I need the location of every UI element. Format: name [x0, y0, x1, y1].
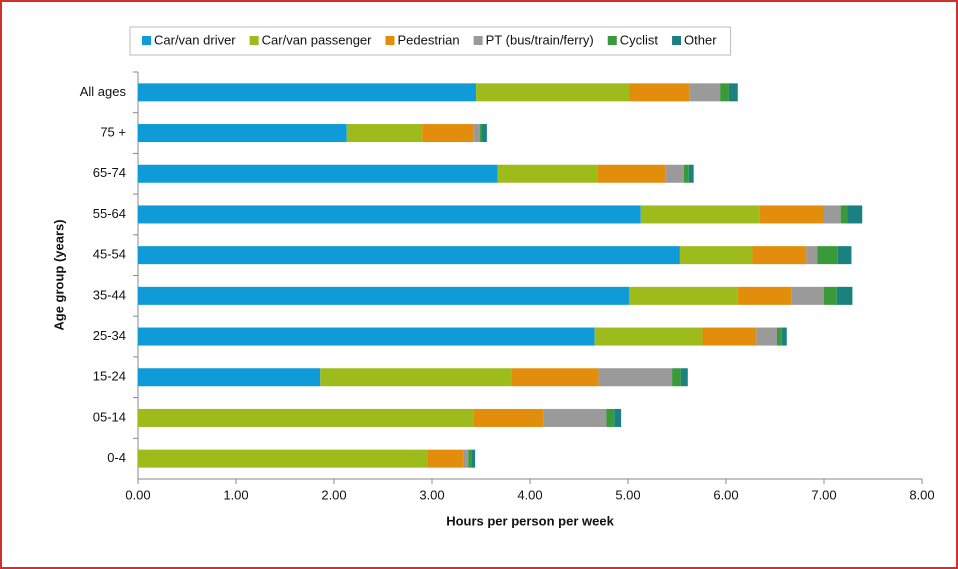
bar-segment: [680, 368, 688, 387]
bar-segment: [138, 246, 680, 265]
bar-segment: [640, 205, 760, 224]
y-tick-label: 15-24: [93, 369, 126, 384]
y-tick-label: 0-4: [107, 450, 126, 465]
legend-label: Car/van passenger: [262, 32, 373, 47]
bar-segment: [543, 408, 607, 427]
bar-segment: [824, 286, 837, 305]
legend-swatch: [142, 36, 151, 45]
x-tick-label: 0.00: [125, 487, 150, 502]
bar-segment: [759, 205, 824, 224]
x-tick-label: 4.00: [517, 487, 542, 502]
legend-label: PT (bus/train/ferry): [486, 32, 594, 47]
bar-segment: [480, 124, 482, 143]
legend-label: Pedestrian: [397, 32, 459, 47]
bar-segment: [138, 286, 629, 305]
legend-swatch: [672, 36, 682, 45]
bar-segment: [463, 449, 469, 468]
x-tick-label: 8.00: [909, 487, 934, 502]
bar-segment: [427, 449, 464, 468]
bar-segment: [138, 83, 477, 102]
bar-segment: [598, 368, 673, 387]
legend-swatch: [473, 36, 483, 45]
bar-segment: [614, 408, 622, 427]
y-tick-label: 25-34: [93, 328, 126, 343]
bar-segment: [689, 83, 721, 102]
bar-segment: [756, 327, 777, 346]
bar-segment: [806, 246, 818, 265]
bar-segment: [847, 205, 863, 224]
bar-segment: [752, 246, 807, 265]
bar-segment: [473, 408, 544, 427]
bar-segment: [688, 164, 694, 183]
x-tick-label: 3.00: [419, 487, 444, 502]
bar-segment: [497, 164, 598, 183]
legend: [129, 26, 732, 56]
bar-segment: [320, 368, 512, 387]
bar-segment: [837, 246, 852, 265]
bar-segment: [665, 164, 684, 183]
bar-segment: [422, 124, 474, 143]
bar-segment: [728, 83, 738, 102]
x-tick-label: 7.00: [811, 487, 836, 502]
bar-segment: [836, 286, 853, 305]
bar-segment: [840, 205, 848, 224]
bar-segment: [481, 124, 487, 143]
bar-segment: [702, 327, 757, 346]
bar-segment: [776, 327, 782, 346]
bar-segment: [672, 368, 681, 387]
legend-label: Other: [684, 32, 717, 47]
bar-segment: [628, 83, 690, 102]
bar-segment: [138, 449, 428, 468]
bar-segment: [594, 327, 703, 346]
x-tick-label: 5.00: [615, 487, 640, 502]
x-tick-label: 2.00: [321, 487, 346, 502]
bar-segment: [468, 449, 472, 468]
bar-segment: [138, 124, 347, 143]
bar-segment: [511, 368, 599, 387]
bar-segment: [138, 408, 474, 427]
bar-segment: [683, 164, 689, 183]
bar-segment: [606, 408, 615, 427]
y-axis-title: Age group (years): [51, 219, 66, 330]
y-tick-label: 05-14: [93, 409, 126, 424]
bar-segment: [138, 368, 321, 387]
bar-segment: [138, 164, 498, 183]
y-tick-label: 45-54: [93, 247, 126, 262]
legend-label: Car/van driver: [154, 32, 236, 47]
bar-segment: [597, 164, 666, 183]
bar-segment: [473, 124, 481, 143]
bar-segment: [824, 205, 841, 224]
bar-segment: [817, 246, 838, 265]
y-tick-label: 75 +: [100, 124, 126, 139]
x-tick-label: 1.00: [223, 487, 248, 502]
legend-swatch: [385, 36, 395, 45]
x-tick-label: 6.00: [713, 487, 738, 502]
y-tick-label: 65-74: [93, 165, 126, 180]
y-tick-label: 35-44: [93, 287, 126, 302]
y-tick-label: All ages: [80, 84, 127, 99]
y-tick-label: 55-64: [93, 206, 126, 221]
x-axis-title: Hours per person per week: [446, 513, 614, 528]
bar-segment: [679, 246, 753, 265]
bar-segment: [476, 83, 629, 102]
bar-segment: [138, 205, 641, 224]
legend-label: Cyclist: [620, 32, 659, 47]
bar-segment: [138, 327, 595, 346]
bar-segment: [781, 327, 787, 346]
bar-segment: [471, 449, 476, 468]
bar-segment: [346, 124, 423, 143]
bar-segment: [737, 286, 792, 305]
legend-swatch: [607, 36, 617, 45]
bar-segment: [791, 286, 824, 305]
legend-swatch: [249, 36, 259, 45]
bar-segment: [720, 83, 729, 102]
bar-segment: [628, 286, 738, 305]
